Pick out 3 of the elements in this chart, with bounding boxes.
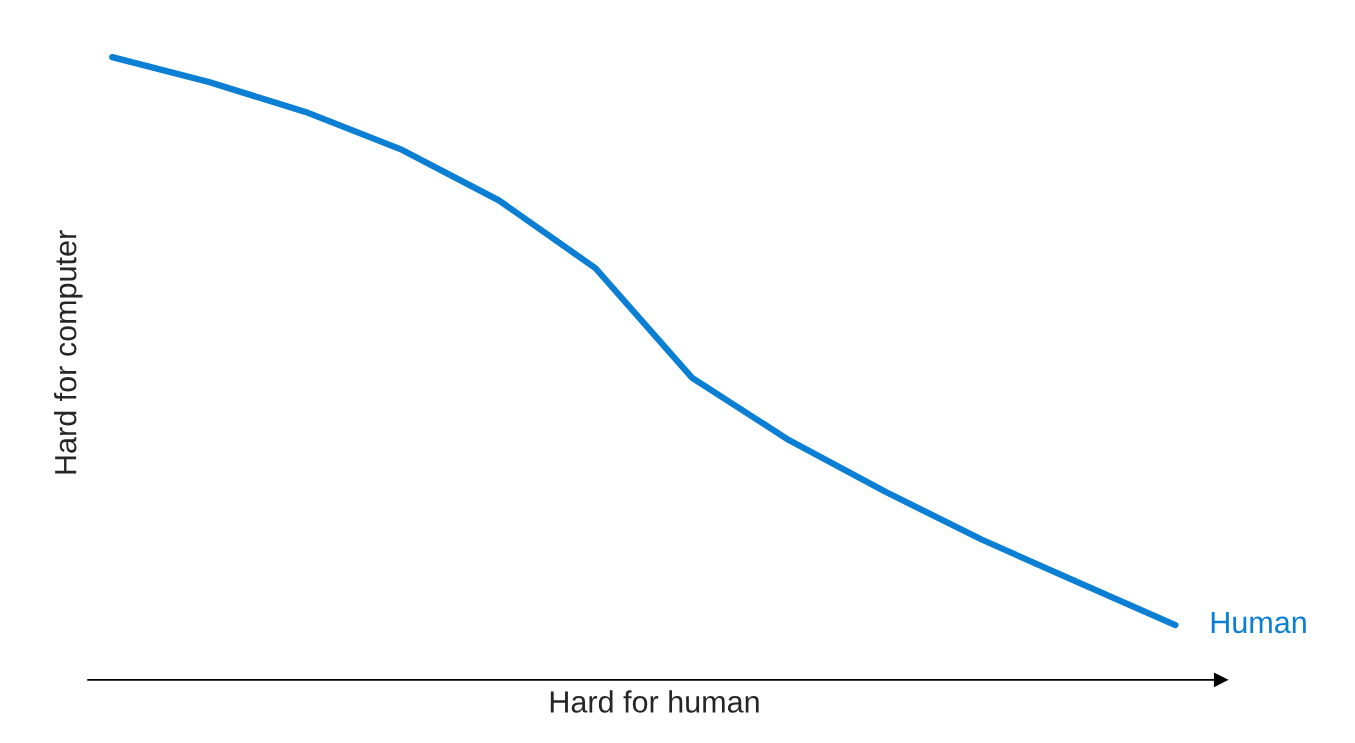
y-axis-title: Hard for computer — [54, 230, 83, 474]
x-axis-title: Hard for human — [550, 690, 759, 713]
series-label: Human — [1211, 611, 1306, 634]
